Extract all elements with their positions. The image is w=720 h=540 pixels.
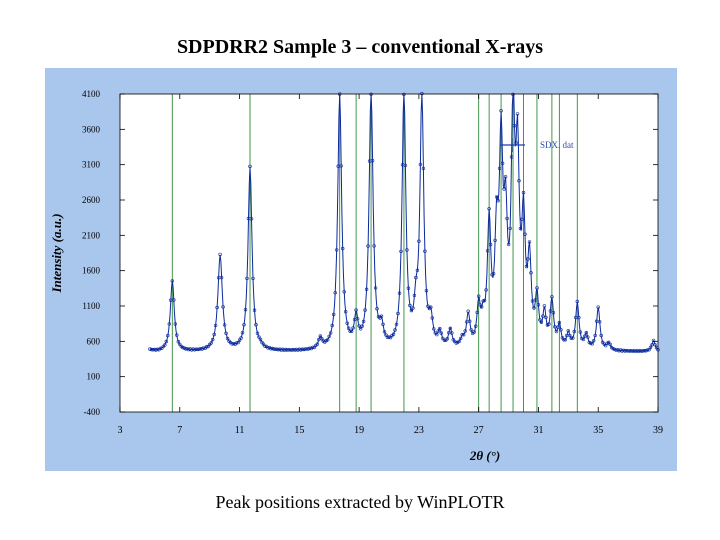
observed-point <box>539 320 544 325</box>
observed-point <box>457 339 461 343</box>
x-axis-label: 2θ (°) <box>469 448 500 463</box>
x-tick-label: 35 <box>593 425 603 436</box>
y-axis-label: Intensity (a.u.) <box>49 213 64 293</box>
observed-point <box>209 341 213 345</box>
y-tick-label: 1100 <box>82 301 100 311</box>
plot-frame <box>119 93 659 413</box>
chart-legend: SDX. dat <box>500 138 574 152</box>
observed-point <box>258 337 263 342</box>
observed-point <box>326 338 330 342</box>
y-tick-label: 1600 <box>82 266 101 276</box>
diffraction-chart: -400 100 600 1100 1600 2100 2600 3100 3600 4100 3… <box>45 68 677 471</box>
y-tick-label: 3600 <box>82 124 101 134</box>
x-axis-ticks: 3 7 11 15 19 23 27 31 35 39 <box>118 94 663 436</box>
y-tick-label: 2100 <box>82 230 101 240</box>
observed-point <box>606 340 611 344</box>
y-tick-label: 4100 <box>82 89 101 99</box>
y-axis-ticks: -400 100 600 1100 1600 2100 2600 3100 3600 4100 <box>82 89 658 417</box>
y-tick-label: 3100 <box>82 160 101 170</box>
observed-point <box>603 343 608 348</box>
observed-point <box>554 329 559 334</box>
chart-figure: -400 100 600 1100 1600 2100 2600 3100 3600 4100 3… <box>45 68 677 471</box>
x-tick-label: 7 <box>177 425 182 436</box>
observed-point <box>584 330 588 335</box>
y-tick-label: 600 <box>87 336 101 346</box>
peak-position-markers <box>171 94 578 412</box>
x-tick-label: 31 <box>533 425 543 436</box>
x-tick-label: 23 <box>414 425 424 436</box>
observed-point <box>257 335 261 339</box>
observed-point <box>358 327 363 331</box>
figure-caption: Peak positions extracted by WinPLOTR <box>215 492 505 512</box>
x-tick-label: 19 <box>354 425 364 436</box>
y-tick-label: -400 <box>84 407 101 417</box>
observed-point <box>648 345 653 350</box>
observed-point <box>566 329 570 333</box>
y-tick-label: 2600 <box>82 195 101 205</box>
observed-point <box>237 338 242 342</box>
observed-point <box>651 338 656 343</box>
observed-point <box>163 343 167 347</box>
x-tick-label: 3 <box>118 425 123 436</box>
figure-title: SDPDRR2 Sample 3 – conventional X-rays <box>176 36 544 58</box>
plot-area <box>120 94 658 412</box>
observed-point <box>318 334 322 338</box>
x-tick-label: 39 <box>653 425 663 436</box>
observed-point <box>409 308 414 313</box>
x-tick-label: 27 <box>474 425 484 436</box>
observed-point <box>435 332 439 337</box>
observed-point <box>320 336 324 341</box>
observed-point <box>581 337 585 342</box>
x-tick-label: 15 <box>294 425 304 436</box>
observed-point <box>236 340 240 345</box>
observed-point <box>438 326 442 331</box>
observed-point <box>178 342 182 346</box>
y-tick-label: 100 <box>87 372 101 382</box>
x-tick-label: 11 <box>235 425 245 436</box>
legend-entry: SDX. dat <box>540 140 574 150</box>
